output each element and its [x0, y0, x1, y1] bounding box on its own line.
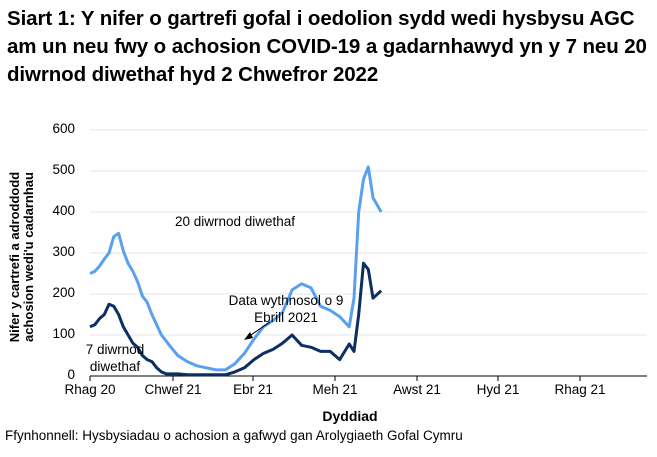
y-tick-label: 300 [52, 244, 75, 259]
x-axis-label: Dyddiad [322, 408, 378, 424]
chart-title: Siart 1: Y nifer o gartrefi gofal i oedo… [7, 7, 647, 86]
series-7-days-line [89, 261, 383, 377]
series-20-days-line [89, 165, 383, 372]
source-note: Ffynhonnell: Hysbysiadau o achosion a ga… [5, 428, 463, 443]
arrowhead-icon [244, 332, 253, 340]
x-tick-label: Ebr 21 [233, 382, 273, 397]
x-tick-label: Hyd 21 [476, 382, 520, 397]
x-tick-label: Rhag 20 [64, 382, 116, 397]
x-axis-tickmarks [89, 376, 581, 381]
y-tick-label: 100 [52, 326, 75, 341]
y-tick-label: 600 [52, 121, 75, 136]
label-20-days: 20 diwrnod diwethaf [174, 214, 296, 229]
x-tick-label: Awst 21 [393, 382, 441, 397]
gridlines [90, 129, 647, 336]
y-tick-label: 500 [52, 162, 75, 177]
label-weekly-data: Data wythnosol o 9 Ebrill 2021 [228, 293, 344, 325]
y-tick-label: 200 [52, 285, 75, 300]
label-7-days: 7 diwrnod diwethaf [85, 342, 145, 374]
y-tick-label: 400 [52, 203, 75, 218]
y-tick-label: 0 [67, 367, 75, 382]
annotation-arrow [247, 321, 271, 338]
x-tick-label: Meh 21 [312, 382, 358, 397]
x-tick-label: Chwef 21 [144, 382, 202, 397]
x-tick-label: Rhag 21 [554, 382, 606, 397]
